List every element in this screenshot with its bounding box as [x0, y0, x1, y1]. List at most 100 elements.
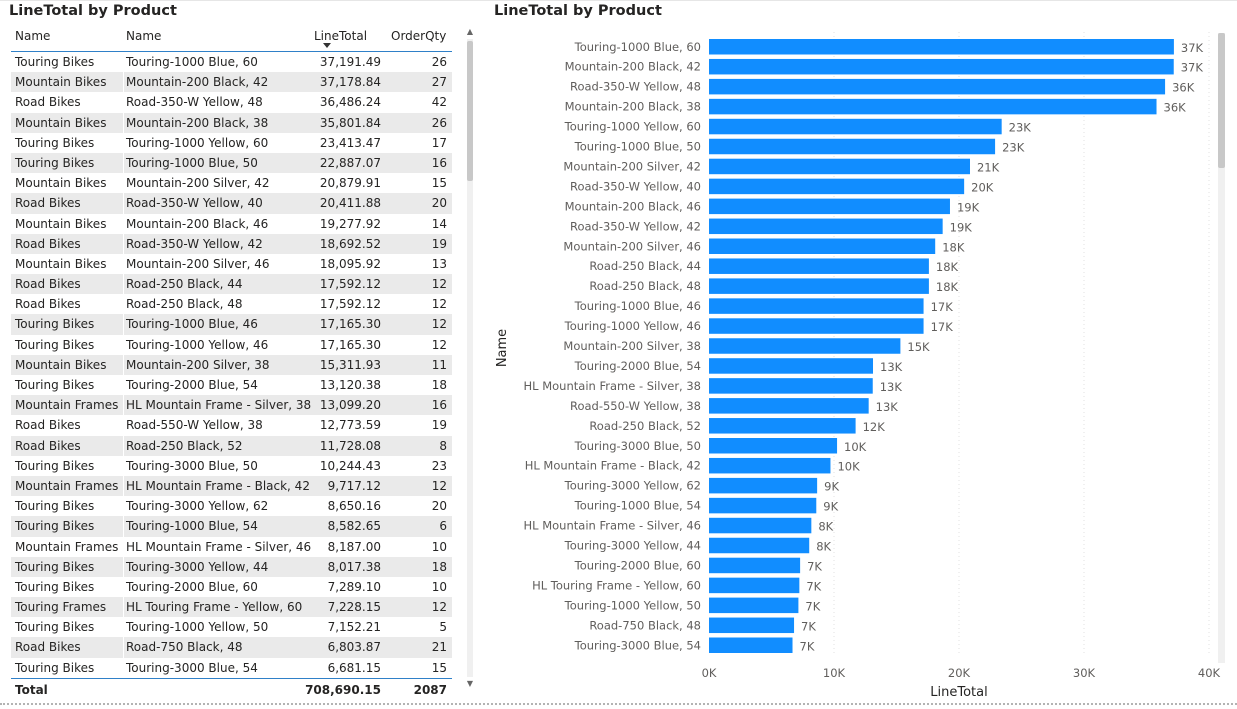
column-header-linetotal[interactable]: LineTotal: [314, 29, 368, 43]
cell-linetotal: 37,178.84: [319, 75, 381, 90]
total-orderqty: 2087: [413, 683, 447, 697]
cell-orderqty: 10: [431, 579, 447, 594]
bar[interactable]: [709, 158, 970, 175]
data-table[interactable]: Name Name LineTotal OrderQty Touring Bik…: [11, 25, 452, 700]
data-label: 23K: [1002, 141, 1025, 155]
bar[interactable]: [709, 438, 838, 454]
bar[interactable]: [709, 418, 856, 434]
table-row[interactable]: Mountain Bikes Mountain-200 Silver, 46 18,…: [11, 253, 452, 275]
bar[interactable]: [709, 258, 929, 274]
cell-product-name: Touring-1000 Yellow, 60: [126, 135, 269, 150]
cell-linetotal: 19,277.92: [319, 216, 381, 231]
data-label: 18K: [936, 280, 959, 294]
table-row[interactable]: Road Bikes Road-250 Black, 52 11,728.08 8: [11, 435, 452, 456]
cell-orderqty: 23: [431, 458, 447, 473]
bar[interactable]: [709, 298, 924, 314]
bar[interactable]: [709, 238, 936, 255]
table-row[interactable]: Touring Bikes Touring-3000 Yellow, 44 8,01…: [11, 556, 452, 577]
scrollbar-track[interactable]: [467, 39, 473, 677]
table-row[interactable]: Touring Bikes Touring-2000 Blue, 60 7,289.…: [11, 576, 452, 598]
cell-category-name: Mountain Bikes: [15, 357, 107, 372]
column-header-product-name[interactable]: Name: [126, 29, 162, 43]
bar[interactable]: [709, 318, 924, 334]
bar[interactable]: [709, 218, 943, 235]
bar[interactable]: [709, 617, 795, 634]
table-row[interactable]: Touring Bikes Touring-2000 Blue, 54 13,120…: [11, 375, 452, 396]
bar[interactable]: [709, 278, 929, 294]
table-row[interactable]: Touring Bikes Touring-1000 Blue, 60 37,191…: [11, 52, 452, 73]
table-row[interactable]: Road Bikes Road-250 Black, 44 17,592.12 12: [11, 274, 452, 295]
table-row[interactable]: Touring Bikes Touring-1000 Blue, 50 22,887…: [11, 152, 452, 174]
cell-orderqty: 14: [431, 216, 447, 231]
bar[interactable]: [709, 557, 801, 574]
table-row[interactable]: Touring Bikes Touring-1000 Yellow, 50 7,15…: [11, 617, 452, 638]
column-divider: [123, 435, 124, 456]
table-scrollbar[interactable]: ▲ ▼: [466, 27, 474, 689]
bar[interactable]: [709, 39, 1174, 55]
cell-linetotal: 8,582.65: [327, 519, 381, 534]
data-label: 8K: [816, 540, 831, 554]
cell-orderqty: 12: [431, 337, 447, 352]
table-row[interactable]: Mountain Bikes Mountain-200 Black, 42 37,1…: [11, 72, 452, 93]
bar[interactable]: [709, 198, 950, 215]
bar[interactable]: [709, 58, 1174, 75]
table-row[interactable]: Mountain Frames HL Mountain Frame - Silve…: [11, 395, 452, 416]
bar[interactable]: [709, 138, 996, 155]
table-row[interactable]: Road Bikes Road-350-W Yellow, 48 36,486.24…: [11, 92, 452, 113]
cell-orderqty: 18: [431, 559, 447, 574]
table-row[interactable]: Road Bikes Road-250 Black, 48 17,592.12 12: [11, 294, 452, 315]
bar[interactable]: [709, 98, 1157, 115]
bar[interactable]: [709, 457, 831, 474]
bar[interactable]: [709, 178, 965, 195]
bar[interactable]: [709, 78, 1166, 95]
chart-scrollbar[interactable]: [1218, 33, 1225, 663]
bar[interactable]: [709, 118, 1002, 135]
bar[interactable]: [709, 398, 869, 414]
table-row[interactable]: Touring Bikes Touring-3000 Yellow, 62 8,65…: [11, 496, 452, 517]
bar[interactable]: [709, 477, 818, 494]
category-label: Touring-1000 Yellow, 60: [564, 120, 701, 134]
bar[interactable]: [709, 338, 901, 354]
table-row[interactable]: Touring Bikes Touring-1000 Blue, 46 17,165…: [11, 314, 452, 335]
table-row[interactable]: Road Bikes Road-550-W Yellow, 38 12,773.59…: [11, 415, 452, 436]
cell-category-name: Road Bikes: [15, 418, 81, 433]
bar[interactable]: [709, 637, 793, 654]
scroll-up-icon[interactable]: ▲: [466, 27, 474, 36]
table-row[interactable]: Mountain Bikes Mountain-200 Silver, 38 15,…: [11, 354, 452, 375]
table-row[interactable]: Touring Bikes Touring-1000 Yellow, 46 17,1…: [11, 334, 452, 355]
data-label: 13K: [876, 400, 899, 414]
column-divider: [123, 597, 124, 618]
table-row[interactable]: Touring Bikes Touring-1000 Yellow, 60 23,4…: [11, 132, 452, 153]
column-header-category-name[interactable]: Name: [15, 29, 51, 43]
column-header-orderqty[interactable]: OrderQty: [391, 29, 447, 43]
chart-scrollbar-thumb[interactable]: [1218, 33, 1225, 168]
scrollbar-thumb[interactable]: [467, 41, 473, 181]
table-row[interactable]: Touring Bikes Touring-3000 Blue, 50 10,244…: [11, 455, 452, 476]
bar[interactable]: [709, 517, 812, 534]
table-row[interactable]: Road Bikes Road-350-W Yellow, 42 18,692.52…: [11, 233, 452, 254]
bar[interactable]: [709, 497, 817, 514]
bar[interactable]: [709, 358, 874, 374]
bar[interactable]: [709, 597, 799, 614]
table-row[interactable]: Mountain Frames HL Mountain Frame - Silve…: [11, 536, 452, 557]
scroll-down-icon[interactable]: ▼: [466, 679, 474, 688]
table-row[interactable]: Touring Bikes Touring-3000 Blue, 54 6,681.…: [11, 657, 452, 678]
table-row[interactable]: Mountain Bikes Mountain-200 Silver, 42 20,…: [11, 173, 452, 194]
cell-linetotal: 13,099.20: [319, 398, 381, 413]
bar[interactable]: [709, 577, 800, 594]
bar[interactable]: [709, 537, 810, 554]
bar[interactable]: [709, 378, 873, 394]
table-row[interactable]: Road Bikes Road-350-W Yellow, 40 20,411.88…: [11, 193, 452, 214]
table-row[interactable]: Touring Frames HL Touring Frame - Yellow,…: [11, 597, 452, 618]
bar-chart[interactable]: 0K 10K 20K 30K 40K LineTotal Name Touring-1000 …: [490, 24, 1230, 704]
table-row[interactable]: Touring Bikes Touring-1000 Blue, 54 8,582.…: [11, 516, 452, 537]
category-label: Touring-1000 Blue, 60: [574, 40, 701, 54]
table-row[interactable]: Road Bikes Road-750 Black, 48 6,803.87 21: [11, 637, 452, 658]
table-row[interactable]: Mountain Bikes Mountain-200 Black, 38 35,8…: [11, 112, 452, 133]
cell-product-name: Touring-1000 Blue, 46: [126, 317, 258, 332]
table-visual[interactable]: LineTotal by Product Name Name LineTotal…: [0, 0, 480, 700]
table-row[interactable]: Mountain Bikes Mountain-200 Black, 46 19,2…: [11, 213, 452, 234]
category-label: HL Mountain Frame - Silver, 38: [524, 379, 701, 393]
table-row[interactable]: Mountain Frames HL Mountain Frame - Black…: [11, 475, 452, 497]
cell-category-name: Touring Bikes: [15, 660, 95, 675]
